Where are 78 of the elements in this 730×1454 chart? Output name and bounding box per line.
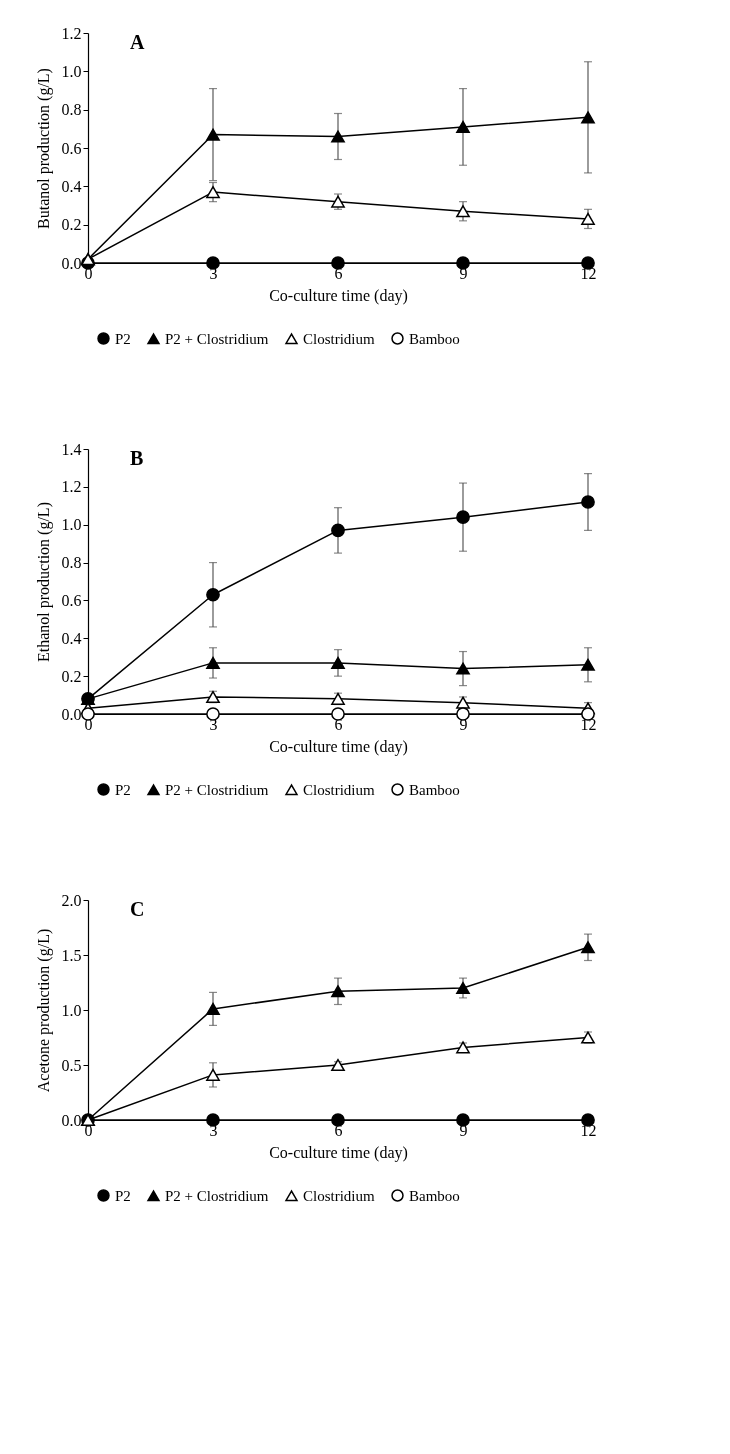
point xyxy=(206,707,220,721)
point xyxy=(206,186,220,199)
y-tick-label: 0.6 xyxy=(61,591,82,609)
x-tick-label: 12 xyxy=(580,264,597,282)
legend-label: Clostridium xyxy=(303,330,376,347)
x-axis-title: Co-culture time (day) xyxy=(269,286,408,305)
point xyxy=(206,1068,220,1081)
point xyxy=(581,212,595,225)
point xyxy=(456,1041,470,1054)
y-tick-label: 0.8 xyxy=(61,554,82,572)
x-axis-title: Co-culture time (day) xyxy=(269,1143,408,1162)
y-axis-title: Ethanol production (g/L) xyxy=(34,502,53,662)
chart-title: A xyxy=(130,31,145,53)
y-tick-label: 0.8 xyxy=(61,101,82,119)
y-tick-label: 0.4 xyxy=(61,629,82,647)
legend-label: P2 + Clostridium xyxy=(165,1187,269,1204)
point xyxy=(206,128,220,141)
point xyxy=(331,707,345,721)
point xyxy=(331,256,345,270)
point xyxy=(456,256,470,270)
y-tick-label: 0.0 xyxy=(61,1111,82,1129)
point xyxy=(456,1113,470,1127)
legend-label: Clostridium xyxy=(303,781,376,798)
point xyxy=(581,111,595,124)
x-tick-label: 3 xyxy=(209,264,218,282)
y-tick-label: 0.2 xyxy=(61,667,82,685)
x-tick-label: 3 xyxy=(209,1121,218,1139)
point xyxy=(456,205,470,218)
y-tick-label: 0.0 xyxy=(61,254,82,272)
legend-label: Bamboo xyxy=(409,781,460,798)
point xyxy=(331,130,345,143)
y-tick-label: 1.2 xyxy=(61,478,82,496)
y-tick-label: 0.4 xyxy=(61,177,82,195)
point xyxy=(581,941,595,954)
y-tick-label: 0.0 xyxy=(61,705,82,723)
point xyxy=(581,495,595,509)
point xyxy=(331,1113,345,1127)
point xyxy=(581,658,595,671)
point xyxy=(456,981,470,995)
y-tick-label: 1.4 xyxy=(61,440,82,458)
point xyxy=(456,662,470,675)
point xyxy=(206,587,220,602)
chart-title: C xyxy=(130,898,145,920)
legend-label: P2 + Clostridium xyxy=(165,781,269,798)
point xyxy=(81,707,95,721)
y-tick-label: 1.0 xyxy=(61,1001,82,1019)
legend-label: Bamboo xyxy=(409,330,460,347)
point xyxy=(456,120,470,133)
legend-label: P2 xyxy=(115,781,131,798)
y-tick-label: 1.2 xyxy=(61,24,82,42)
point xyxy=(331,523,345,538)
legend-label: P2 xyxy=(115,1187,131,1204)
point xyxy=(331,985,345,998)
y-tick-label: 0.6 xyxy=(61,139,82,157)
y-axis-title: Acetone production (g/L) xyxy=(34,928,53,1093)
point xyxy=(456,510,470,524)
legend-label: P2 + Clostridium xyxy=(165,330,269,347)
point xyxy=(206,256,220,270)
y-tick-label: 1.0 xyxy=(61,62,82,80)
x-tick-label: 12 xyxy=(580,715,597,733)
legend-label: P2 xyxy=(115,330,131,347)
y-axis-title: Butanol production (g/L) xyxy=(34,68,53,229)
legend-label: Clostridium xyxy=(303,1187,376,1204)
point xyxy=(206,656,220,669)
point xyxy=(331,1058,345,1072)
point xyxy=(331,656,345,669)
chart-title: B xyxy=(130,447,144,469)
y-tick-label: 0.2 xyxy=(61,216,82,234)
point xyxy=(206,1002,220,1015)
x-tick-label: 12 xyxy=(580,1121,597,1139)
legend-label: Bamboo xyxy=(409,1187,460,1204)
point xyxy=(456,707,470,721)
point xyxy=(206,1113,220,1127)
x-axis-title: Co-culture time (day) xyxy=(269,737,408,756)
y-tick-label: 0.5 xyxy=(61,1056,82,1074)
y-tick-label: 1.0 xyxy=(61,516,82,534)
y-tick-label: 2.0 xyxy=(61,891,82,909)
y-tick-label: 1.5 xyxy=(61,946,82,964)
